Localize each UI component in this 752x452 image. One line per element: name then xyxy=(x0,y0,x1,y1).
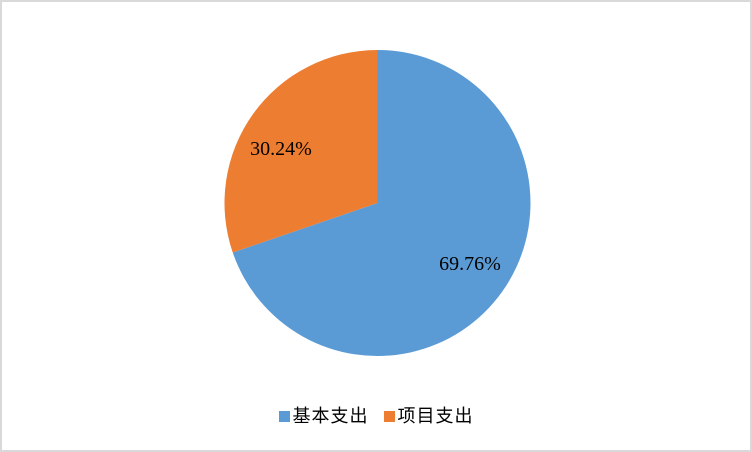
legend-label-project-expenditure: 项目支出 xyxy=(397,406,474,426)
legend: 基本支出 项目支出 xyxy=(2,405,750,427)
data-label-project-expenditure: 30.24% xyxy=(250,138,312,160)
legend-label-basic-expenditure: 基本支出 xyxy=(292,406,369,426)
legend-swatch-project-expenditure-icon xyxy=(383,410,395,422)
pie-slice-0 xyxy=(232,49,531,356)
pie-slice-1 xyxy=(224,50,378,253)
legend-item-basic-expenditure: 基本支出 xyxy=(278,405,369,427)
data-label-basic-expenditure: 69.76% xyxy=(439,253,501,275)
pie-slices xyxy=(224,49,531,356)
legend-item-project-expenditure: 项目支出 xyxy=(383,405,474,427)
legend-swatch-basic-expenditure-icon xyxy=(278,410,290,422)
